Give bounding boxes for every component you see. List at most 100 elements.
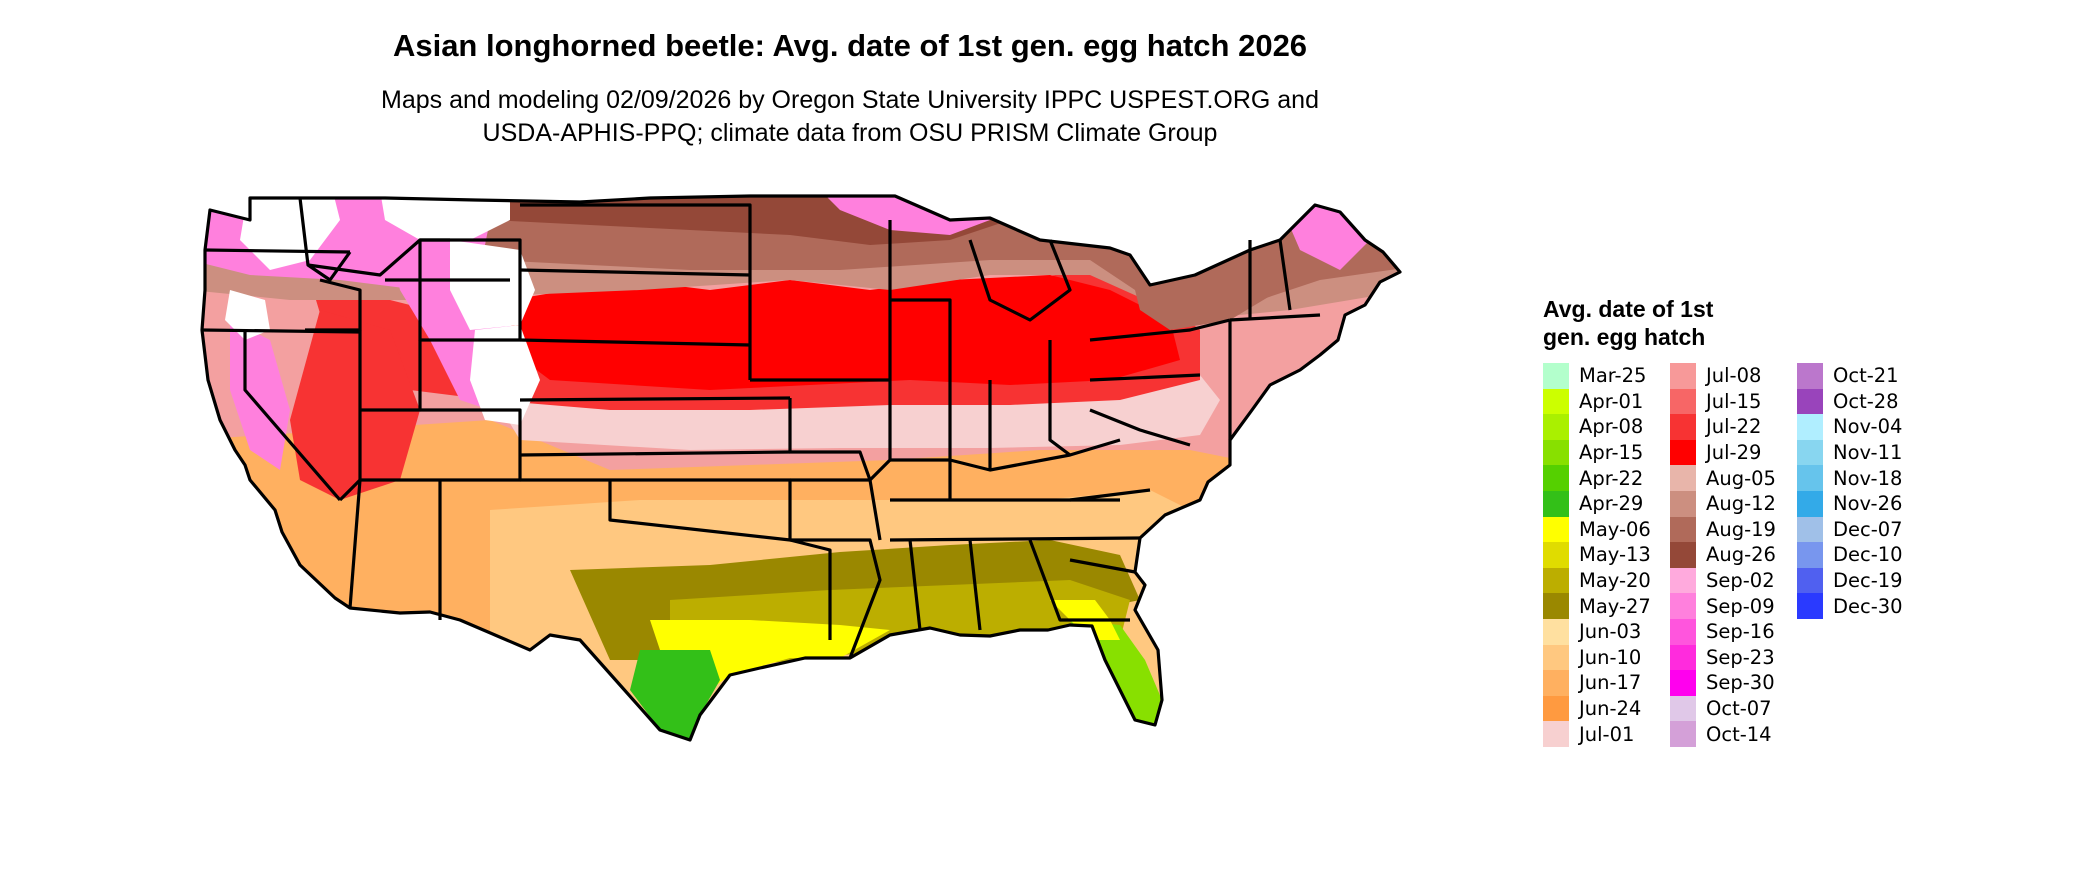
legend-label: Sep-30 bbox=[1706, 671, 1775, 695]
legend-item: Sep-02 bbox=[1670, 567, 1797, 594]
legend-swatch bbox=[1670, 490, 1696, 517]
legend-item: Jul-22 bbox=[1670, 414, 1797, 440]
legend-item: Jun-24 bbox=[1543, 695, 1670, 722]
legend-swatch bbox=[1670, 567, 1696, 594]
legend-item: Sep-30 bbox=[1670, 670, 1797, 696]
legend-swatch bbox=[1670, 644, 1696, 671]
legend-label: Apr-29 bbox=[1579, 492, 1644, 516]
legend-label: Sep-09 bbox=[1706, 594, 1775, 618]
map-color-zone bbox=[630, 650, 720, 740]
map-color-zone bbox=[810, 196, 990, 235]
legend-label: Dec-30 bbox=[1833, 594, 1903, 618]
legend-label: Jun-17 bbox=[1579, 671, 1642, 695]
map-color-zone bbox=[450, 240, 535, 330]
legend-item: Apr-01 bbox=[1543, 388, 1670, 415]
map-title: Asian longhorned beetle: Avg. date of 1s… bbox=[392, 28, 1308, 63]
legend-column: Oct-21 Oct-28 Nov-04 Nov-11 Nov-18 Nov-26 Dec-… bbox=[1797, 363, 1924, 747]
legend-swatch bbox=[1543, 516, 1569, 543]
legend-label: Aug-12 bbox=[1706, 492, 1776, 516]
legend-swatch bbox=[1543, 618, 1569, 645]
legend-label: Jul-01 bbox=[1579, 722, 1635, 746]
legend-swatch bbox=[1670, 670, 1696, 696]
legend-label: Aug-05 bbox=[1706, 466, 1776, 490]
legend-item: May-27 bbox=[1543, 593, 1670, 619]
legend-label: May-20 bbox=[1579, 569, 1651, 593]
legend-item: Aug-26 bbox=[1670, 542, 1797, 568]
legend-item: Oct-07 bbox=[1670, 695, 1797, 722]
legend-item: May-13 bbox=[1543, 542, 1670, 568]
legend-item: Jul-08 bbox=[1670, 363, 1797, 389]
legend-swatch bbox=[1543, 721, 1569, 747]
legend-item: May-20 bbox=[1543, 567, 1670, 594]
map-color-zone bbox=[510, 275, 1180, 390]
map-color-zone bbox=[240, 196, 340, 270]
legend-item: Dec-10 bbox=[1797, 542, 1924, 568]
subtitle-line-2: USDA-APHIS-PPQ; climate data from OSU PR… bbox=[482, 119, 1218, 147]
map-subtitle: Maps and modeling 02/09/2026 by Oregon S… bbox=[300, 84, 1400, 150]
legend-swatch bbox=[1797, 363, 1823, 389]
legend-swatch bbox=[1543, 644, 1569, 671]
legend-label: May-27 bbox=[1579, 594, 1651, 618]
legend-label: Nov-18 bbox=[1833, 466, 1903, 490]
legend-item: Nov-26 bbox=[1797, 490, 1924, 517]
legend-swatch bbox=[1797, 414, 1823, 440]
legend-item: Mar-25 bbox=[1543, 363, 1670, 389]
legend-swatch bbox=[1670, 414, 1696, 440]
legend-label: May-13 bbox=[1579, 543, 1651, 567]
legend-swatch bbox=[1670, 695, 1696, 722]
legend-label: Jun-03 bbox=[1579, 620, 1642, 644]
legend-item: Jul-01 bbox=[1543, 721, 1670, 747]
legend-label: Oct-21 bbox=[1833, 364, 1899, 388]
legend-item: Apr-08 bbox=[1543, 414, 1670, 440]
legend-columns: Mar-25 Apr-01 Apr-08 Apr-15 Apr-22 Apr-29 May-… bbox=[1543, 363, 1924, 747]
legend-label: Dec-07 bbox=[1833, 517, 1903, 541]
legend-label: Jul-22 bbox=[1706, 415, 1762, 439]
legend-item: May-06 bbox=[1543, 516, 1670, 543]
legend-swatch bbox=[1797, 465, 1823, 491]
legend-swatch bbox=[1543, 670, 1569, 696]
legend-swatch bbox=[1543, 567, 1569, 594]
legend-item: Jun-17 bbox=[1543, 670, 1670, 696]
legend-label: Sep-23 bbox=[1706, 645, 1775, 669]
legend-swatch bbox=[1543, 414, 1569, 440]
legend-swatch bbox=[1670, 439, 1696, 466]
legend-item: Jul-15 bbox=[1670, 388, 1797, 415]
legend-label: Oct-28 bbox=[1833, 389, 1899, 413]
map-color-zone bbox=[290, 310, 420, 500]
legend-item: Oct-14 bbox=[1670, 721, 1797, 747]
legend-label: May-06 bbox=[1579, 517, 1651, 541]
legend-item: Dec-19 bbox=[1797, 567, 1924, 594]
legend-swatch bbox=[1543, 695, 1569, 722]
legend-label: Aug-26 bbox=[1706, 543, 1776, 567]
legend-label: Dec-10 bbox=[1833, 543, 1903, 567]
legend-swatch bbox=[1797, 593, 1823, 619]
legend-title: Avg. date of 1st gen. egg hatch bbox=[1543, 296, 1714, 350]
legend-swatch bbox=[1543, 465, 1569, 491]
legend-label: Apr-01 bbox=[1579, 389, 1644, 413]
subtitle-line-1: Maps and modeling 02/09/2026 by Oregon S… bbox=[381, 86, 1319, 114]
legend-swatch bbox=[1543, 439, 1569, 466]
legend-swatch bbox=[1670, 465, 1696, 491]
legend-item: Aug-05 bbox=[1670, 465, 1797, 491]
legend-item: Jul-29 bbox=[1670, 439, 1797, 466]
legend-item: Nov-04 bbox=[1797, 414, 1924, 440]
legend-label: Jul-08 bbox=[1706, 364, 1762, 388]
legend-swatch bbox=[1670, 593, 1696, 619]
legend-item: Jun-03 bbox=[1543, 618, 1670, 645]
legend-label: Nov-11 bbox=[1833, 441, 1903, 465]
legend-item: Oct-21 bbox=[1797, 363, 1924, 389]
legend-swatch bbox=[1543, 388, 1569, 415]
legend-column: Jul-08 Jul-15 Jul-22 Jul-29 Aug-05 Aug-12 Aug-… bbox=[1670, 363, 1797, 747]
legend-swatch bbox=[1670, 516, 1696, 543]
legend-label: Jun-10 bbox=[1579, 645, 1642, 669]
legend-swatch bbox=[1797, 439, 1823, 466]
legend-item: Sep-09 bbox=[1670, 593, 1797, 619]
legend-item: Sep-16 bbox=[1670, 618, 1797, 645]
legend-label: Sep-02 bbox=[1706, 569, 1775, 593]
legend-swatch bbox=[1670, 363, 1696, 389]
map-color-zone bbox=[225, 290, 270, 340]
legend-label: Apr-22 bbox=[1579, 466, 1644, 490]
legend-label: Oct-07 bbox=[1706, 697, 1772, 721]
legend-item: Aug-12 bbox=[1670, 490, 1797, 517]
legend-label: Mar-25 bbox=[1579, 364, 1647, 388]
